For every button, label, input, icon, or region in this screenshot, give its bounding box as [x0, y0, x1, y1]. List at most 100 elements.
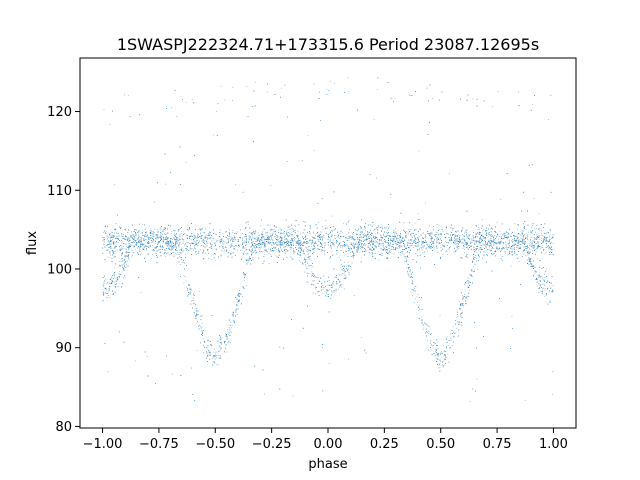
data-point	[176, 254, 178, 256]
data-point	[262, 234, 264, 235]
data-point	[260, 225, 261, 227]
data-point	[413, 302, 415, 303]
data-point	[400, 254, 402, 256]
data-point	[347, 262, 349, 263]
data-point	[196, 237, 198, 239]
data-point	[406, 247, 407, 249]
data-point	[251, 232, 253, 234]
data-point	[465, 230, 466, 232]
data-point	[431, 332, 432, 334]
data-point	[461, 231, 462, 233]
data-point	[304, 271, 305, 273]
data-point	[546, 268, 547, 270]
data-point	[358, 248, 359, 250]
data-point	[377, 227, 378, 229]
data-point	[361, 233, 363, 235]
data-point	[103, 231, 105, 232]
data-point	[454, 333, 455, 334]
data-point	[324, 253, 325, 255]
data-point	[269, 254, 271, 255]
data-point	[505, 237, 507, 238]
data-point	[402, 237, 403, 239]
data-point	[536, 234, 537, 236]
data-point	[174, 247, 176, 249]
data-point	[458, 335, 460, 336]
data-point	[455, 241, 456, 243]
chart-title: 1SWASPJ222324.71+173315.6 Period 23087.1…	[117, 35, 539, 54]
data-point	[342, 265, 343, 267]
data-point	[459, 301, 461, 302]
data-point	[249, 256, 250, 258]
data-point	[218, 358, 220, 359]
data-point	[420, 246, 421, 248]
data-point	[467, 245, 469, 247]
data-point	[367, 234, 369, 235]
data-point	[232, 311, 234, 313]
data-point	[212, 358, 214, 359]
data-point	[428, 330, 430, 332]
data-point	[121, 253, 123, 255]
data-point	[443, 245, 445, 246]
data-point	[419, 228, 420, 230]
data-point	[487, 232, 489, 234]
data-point	[539, 236, 540, 238]
data-point	[228, 327, 230, 329]
data-point	[316, 233, 317, 234]
data-point	[210, 248, 212, 249]
data-point	[140, 254, 141, 256]
data-point	[307, 135, 309, 137]
data-point	[441, 351, 442, 352]
data-point	[465, 283, 467, 285]
data-point	[397, 243, 398, 245]
data-point	[162, 229, 164, 231]
data-point	[491, 234, 492, 235]
data-point	[140, 238, 142, 240]
data-point	[396, 244, 398, 246]
data-point	[306, 273, 308, 274]
data-point	[331, 251, 333, 252]
data-point	[481, 249, 483, 250]
data-point	[315, 288, 317, 290]
data-point	[348, 91, 350, 93]
data-point	[342, 247, 344, 249]
data-point	[224, 241, 226, 243]
data-point	[174, 243, 176, 245]
data-point	[107, 293, 109, 294]
data-point	[545, 252, 547, 254]
data-point	[529, 264, 531, 265]
data-point	[138, 230, 140, 232]
data-point	[507, 232, 509, 233]
data-point	[150, 235, 152, 236]
data-point	[393, 253, 395, 255]
data-point	[242, 246, 244, 248]
data-point	[360, 337, 362, 338]
data-point	[275, 238, 276, 240]
data-point	[305, 264, 306, 266]
data-point	[353, 241, 355, 243]
data-point	[246, 236, 248, 237]
data-point	[214, 348, 215, 350]
data-point	[353, 255, 355, 257]
data-point	[448, 234, 450, 235]
data-point	[118, 274, 120, 276]
data-point	[320, 236, 322, 237]
data-point	[478, 249, 480, 251]
data-point	[191, 300, 192, 302]
data-point	[141, 240, 142, 242]
data-point	[517, 241, 519, 243]
data-point	[354, 245, 356, 246]
data-point	[177, 257, 179, 259]
data-point	[502, 238, 503, 240]
data-point	[156, 246, 158, 248]
data-point	[152, 254, 153, 256]
data-point	[118, 235, 120, 236]
data-point	[313, 284, 315, 286]
data-point	[320, 277, 322, 278]
data-point	[210, 258, 212, 260]
data-point	[127, 94, 129, 96]
data-point	[441, 241, 442, 243]
data-point	[154, 242, 156, 244]
data-point	[216, 354, 217, 356]
data-point	[268, 263, 270, 264]
data-point	[427, 340, 428, 342]
